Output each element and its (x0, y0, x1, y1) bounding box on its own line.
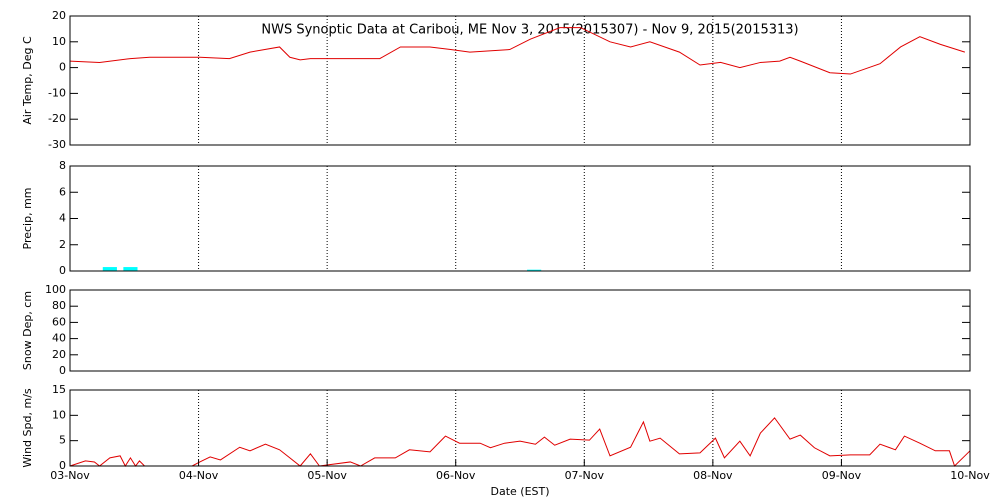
x-tick-label: 05-Nov (307, 469, 347, 482)
y-tick-label: 20 (52, 348, 66, 361)
y-tick-label: -30 (48, 138, 66, 151)
y-tick-label: 0 (59, 61, 66, 74)
y-axis-label: Air Temp, Deg C (21, 36, 34, 125)
y-tick-label: 4 (59, 212, 66, 225)
x-tick-label: 04-Nov (179, 469, 219, 482)
y-tick-label: 40 (52, 332, 66, 345)
y-axis-label: Precip, mm (21, 188, 34, 250)
y-tick-label: 10 (52, 35, 66, 48)
bar (123, 267, 138, 271)
plot-frame (69, 165, 971, 272)
x-tick-label: 10-Nov (950, 469, 990, 482)
x-tick-label: 09-Nov (822, 469, 862, 482)
x-axis-label: Date (EST) (490, 485, 549, 498)
y-tick-label: -10 (48, 86, 66, 99)
y-tick-label: 8 (59, 159, 66, 172)
plot-frame (69, 389, 971, 467)
x-tick-label: 07-Nov (565, 469, 605, 482)
y-tick-label: 60 (52, 315, 66, 328)
y-tick-label: 5 (59, 434, 66, 447)
y-tick-label: 15 (52, 383, 66, 396)
bar (102, 267, 117, 271)
y-tick-label: 0 (59, 364, 66, 377)
y-tick-label: 10 (52, 408, 66, 421)
plot-frame (69, 289, 971, 372)
y-tick-label: 20 (52, 9, 66, 22)
y-tick-label: 100 (45, 283, 66, 296)
y-tick-label: 0 (59, 264, 66, 277)
line (69, 27, 966, 75)
line (69, 417, 971, 468)
x-tick-label: 06-Nov (436, 469, 476, 482)
x-tick-label: 03-Nov (50, 469, 90, 482)
plot-frame (69, 15, 971, 146)
y-tick-label: 80 (52, 299, 66, 312)
bar (527, 269, 542, 271)
x-tick-label: 08-Nov (693, 469, 733, 482)
y-axis-label: Snow Dep, cm (21, 291, 34, 370)
y-tick-label: 2 (59, 238, 66, 251)
chart-title: NWS Synoptic Data at Caribou, ME Nov 3, … (261, 23, 798, 38)
y-axis-label: Wind Spd, m/s (21, 388, 34, 468)
y-tick-label: 6 (59, 185, 66, 198)
y-tick-label: -20 (48, 112, 66, 125)
y-tick-label: 0 (59, 459, 66, 472)
